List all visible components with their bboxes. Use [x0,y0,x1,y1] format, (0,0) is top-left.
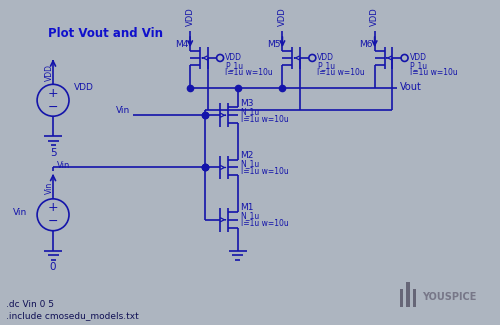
Text: Vin: Vin [13,208,27,217]
Bar [400,290,403,307]
Text: VDD: VDD [44,64,54,81]
Text: M6: M6 [359,40,372,48]
Text: l=1u w=10u: l=1u w=10u [240,167,288,176]
Text: l=1u w=10u: l=1u w=10u [225,68,273,77]
Text: M4: M4 [175,40,188,48]
Text: VDD: VDD [225,53,242,62]
Text: P_1u: P_1u [225,61,243,71]
Text: Vin: Vin [116,106,130,115]
Text: 0: 0 [50,262,56,272]
Text: M2: M2 [240,151,254,160]
Text: l=1u w=10u: l=1u w=10u [410,68,458,77]
Text: P_1u: P_1u [410,61,428,71]
Text: VDD: VDD [410,53,426,62]
Bar [412,290,416,307]
Text: .dc Vin 0 5: .dc Vin 0 5 [6,300,54,309]
Text: VDD: VDD [74,83,94,92]
Text: Vout: Vout [400,82,421,92]
Text: −: − [48,101,58,114]
Text: Vin: Vin [57,162,70,171]
Text: M1: M1 [240,203,254,212]
Text: .include cmosedu_models.txt: .include cmosedu_models.txt [6,311,138,320]
Text: l=1u w=10u: l=1u w=10u [318,68,365,77]
Text: M5: M5 [267,40,280,48]
Text: Plot Vout and Vin: Plot Vout and Vin [48,27,163,40]
Text: +: + [48,201,58,214]
Text: VDD: VDD [186,7,194,26]
Bar [406,282,409,307]
Text: l=1u w=10u: l=1u w=10u [240,219,288,228]
Text: P_1u: P_1u [318,61,336,71]
Text: VDD: VDD [370,7,379,26]
Text: l=1u w=10u: l=1u w=10u [240,115,288,124]
Text: VDD: VDD [318,53,334,62]
Text: N_1u: N_1u [240,211,260,220]
Text: VDD: VDD [278,7,287,26]
Text: −: − [48,215,58,228]
Text: N_1u: N_1u [240,159,260,168]
Text: M3: M3 [240,99,254,108]
Text: 5: 5 [50,148,56,158]
Text: N_1u: N_1u [240,107,260,116]
Text: YOUSPICE: YOUSPICE [422,292,476,302]
Text: +: + [48,87,58,100]
Text: Vin: Vin [44,181,54,193]
